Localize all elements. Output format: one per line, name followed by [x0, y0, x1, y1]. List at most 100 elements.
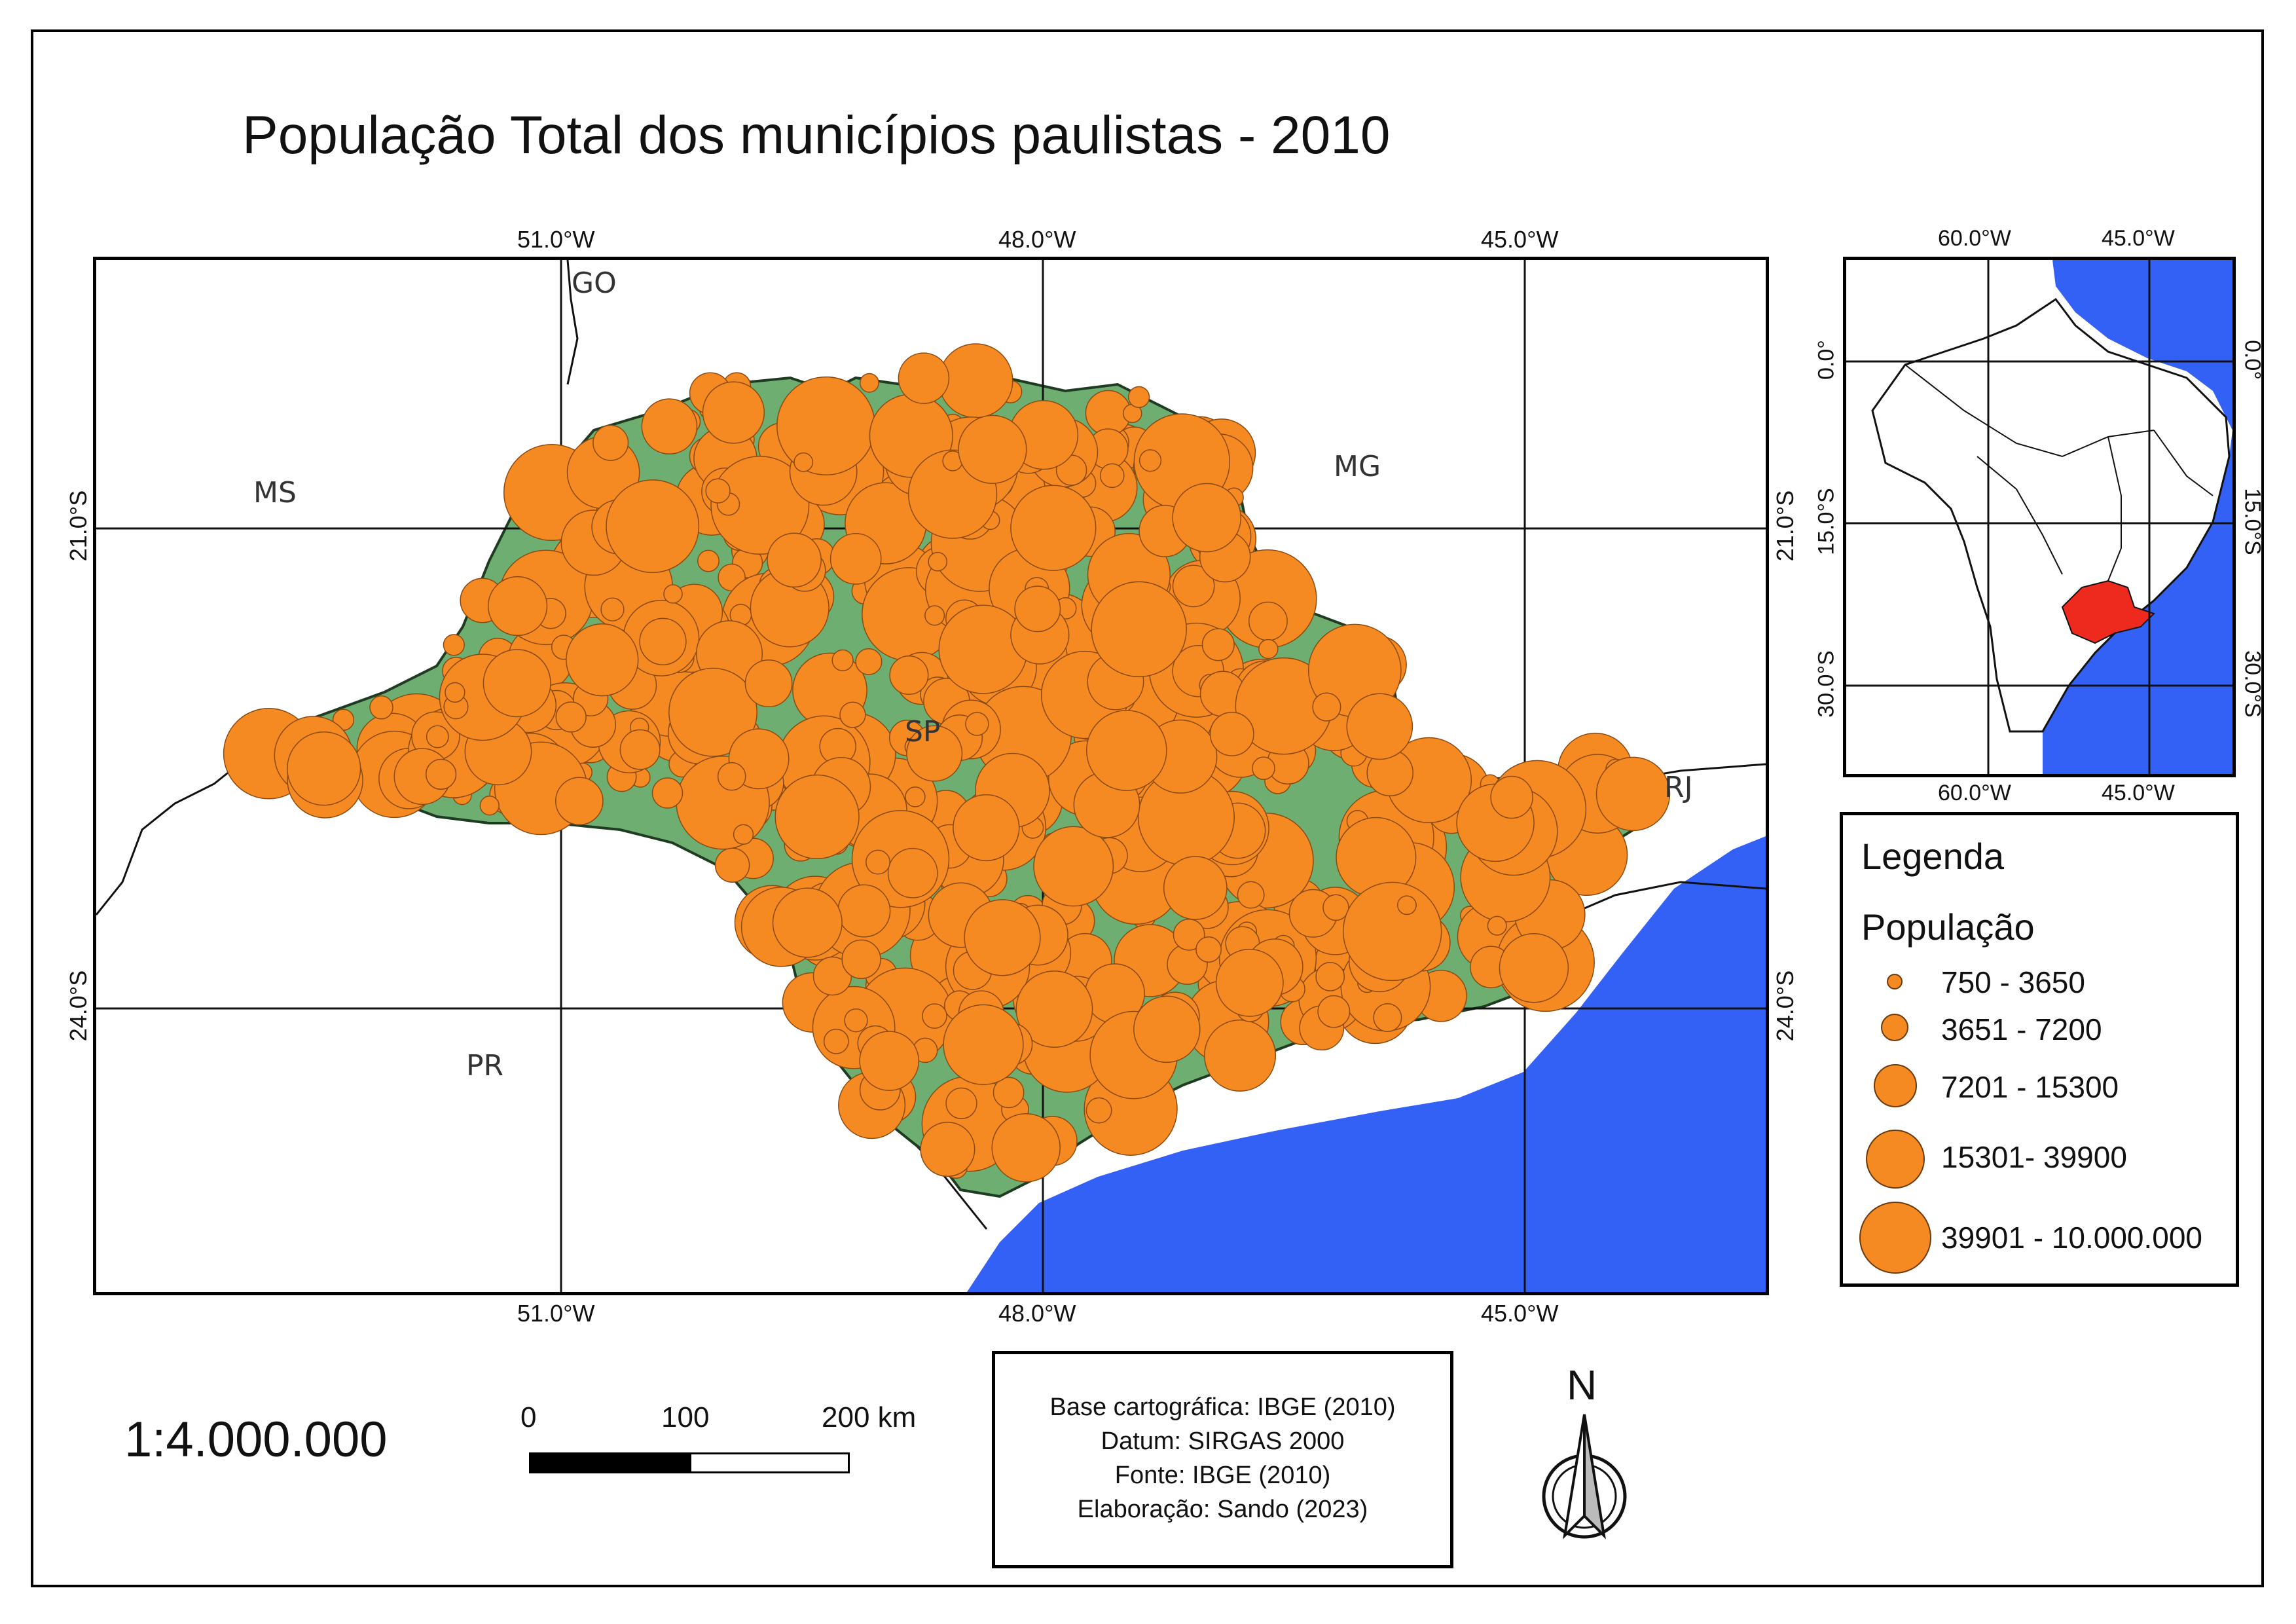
lon-label-bottom-2: 48.0°W [998, 1300, 1076, 1327]
population-bubble [287, 731, 361, 806]
population-bubble [889, 655, 929, 695]
population-bubble [839, 701, 866, 728]
population-bubble [945, 1087, 977, 1120]
lat-label-right-1: 21.0°S [1772, 490, 1798, 562]
inset-map [1843, 257, 2236, 777]
population-bubble [1195, 936, 1222, 963]
scale-bar-white [689, 1452, 850, 1473]
legend-label-5: 39901 - 10.000.000 [1941, 1221, 2203, 1255]
population-bubble [566, 623, 639, 697]
population-bubble [991, 1113, 1061, 1183]
population-bubble [487, 576, 548, 637]
population-bubble [866, 849, 890, 875]
legend-label-2: 3651 - 7200 [1941, 1012, 2102, 1046]
population-bubble [1595, 756, 1671, 832]
inset-graticule [1846, 260, 2232, 774]
population-bubble [905, 786, 926, 807]
population-bubble [483, 649, 551, 718]
population-bubble [1091, 581, 1187, 678]
population-bubbles [223, 343, 1671, 1183]
main-map: GO MS MG SP RJ PR [93, 257, 1769, 1295]
scale-label-200: 200 km [822, 1401, 917, 1433]
population-bubble [1173, 919, 1205, 951]
population-bubble [639, 618, 687, 665]
ocean-area [967, 836, 1766, 1292]
lat-label-left-1: 21.0°S [65, 490, 92, 562]
population-bubble [651, 777, 683, 809]
inset-right-label-1: 0.0° [2240, 340, 2265, 380]
population-bubble [668, 667, 757, 757]
scale-label-100: 100 [661, 1401, 710, 1433]
population-bubble [697, 549, 720, 572]
state-label-mg: MG [1334, 450, 1381, 483]
population-bubble [938, 604, 1028, 694]
population-bubble [1237, 881, 1265, 909]
population-bubble [1172, 483, 1242, 553]
population-bubble [774, 774, 860, 860]
state-label-go: GO [572, 267, 617, 300]
population-bubble [426, 725, 449, 748]
population-bubble [717, 762, 746, 791]
population-bubble [1215, 948, 1284, 1017]
legend-dot-4 [1866, 1130, 1925, 1189]
inset-left-label-1: 0.0° [1813, 340, 1839, 380]
map-title: População Total dos municípios paulistas… [242, 105, 1391, 165]
legend-dot-3 [1874, 1064, 1917, 1107]
legend-label-3: 7201 - 15300 [1941, 1070, 2119, 1104]
population-bubble [855, 648, 883, 675]
population-bubble [958, 415, 1027, 484]
legend-subtitle: População [1861, 906, 2035, 948]
lon-label-bottom-1: 51.0°W [517, 1300, 595, 1327]
population-bubble [425, 758, 457, 790]
lat-label-right-2: 24.0°S [1772, 970, 1798, 1042]
population-bubble [555, 701, 587, 733]
population-bubble [1322, 894, 1349, 921]
population-bubble [606, 479, 700, 574]
scale-label-0: 0 [520, 1401, 537, 1433]
population-bubble [479, 796, 500, 816]
population-bubble [831, 649, 854, 672]
population-bubble [1139, 449, 1162, 472]
inset-right-label-3: 30.0°S [2240, 650, 2265, 718]
population-bubble [953, 794, 1020, 862]
population-bubble [1487, 915, 1507, 936]
lon-label-bottom-3: 45.0°W [1481, 1300, 1559, 1327]
scale-bar-black [529, 1452, 689, 1473]
population-bubble [1315, 962, 1345, 991]
inset-right-label-2: 15.0°S [2240, 488, 2265, 555]
population-bubble [710, 455, 810, 555]
population-bubble [793, 452, 814, 472]
population-bubble [1252, 756, 1275, 781]
population-bubble [772, 887, 843, 958]
population-bubble [600, 597, 625, 621]
inset-left-label-2: 15.0°S [1813, 488, 1839, 555]
population-bubble [1490, 775, 1533, 819]
population-bubble [1396, 895, 1417, 915]
population-bubble [1209, 711, 1254, 756]
credits-box: Base cartográfica: IBGE (2010) Datum: SI… [992, 1351, 1453, 1568]
population-bubble [1099, 463, 1125, 489]
state-label-rj: RJ [1664, 771, 1693, 804]
population-bubble [938, 343, 1013, 418]
population-bubble [369, 695, 393, 720]
population-bubble [1085, 1097, 1112, 1124]
inset-top-label-2: 45.0°W [2102, 226, 2175, 251]
population-bubble [1127, 386, 1150, 409]
inset-top-label-1: 60.0°W [1938, 226, 2011, 251]
population-bubble [1317, 995, 1351, 1028]
population-bubble [1033, 826, 1114, 907]
population-bubble [859, 1031, 920, 1091]
inset-brazil [1871, 297, 2231, 733]
population-bubble [965, 712, 989, 736]
population-bubble [1342, 881, 1442, 982]
inset-ocean [2043, 260, 2232, 774]
population-bubble [1203, 1019, 1277, 1092]
north-arrow-icon [1542, 1414, 1627, 1540]
population-bubble [1133, 995, 1201, 1063]
state-label-ms: MS [253, 476, 297, 509]
population-bubble [619, 729, 661, 770]
population-bubble [1010, 485, 1097, 571]
population-bubble [1258, 638, 1279, 659]
population-bubble [1015, 970, 1093, 1048]
population-bubble [1499, 932, 1569, 1003]
